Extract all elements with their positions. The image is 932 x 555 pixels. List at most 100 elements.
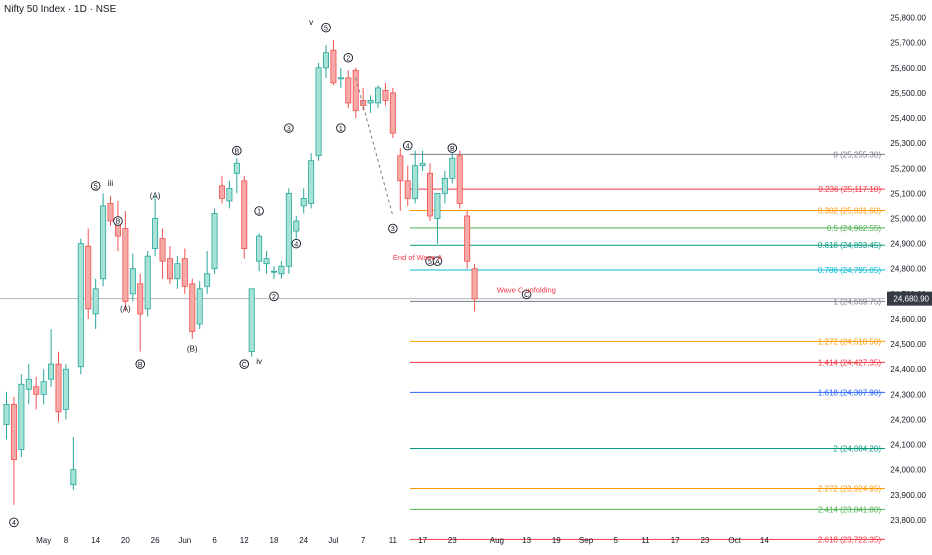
candle: [293, 215, 300, 239]
annotation-text: (B): [187, 345, 198, 354]
y-tick-label: 25,100.00: [890, 189, 926, 198]
fib-label-6: 1 (24,669.75): [833, 297, 881, 306]
candles: [3, 40, 478, 505]
wave-text: 5: [324, 25, 328, 32]
y-tick-label: 24,600.00: [890, 315, 926, 324]
y-tick-label: 25,200.00: [890, 164, 926, 173]
candle: [397, 148, 404, 211]
fib-label-0: 0 (25,255.30): [833, 150, 881, 159]
wave-circle: [284, 123, 294, 133]
candle-body: [337, 77, 344, 80]
candle: [248, 288, 255, 357]
candle: [70, 437, 77, 490]
candle: [196, 281, 203, 329]
candle: [278, 261, 285, 279]
candle-body: [92, 288, 99, 315]
candle: [144, 251, 151, 317]
candle-body: [77, 243, 84, 368]
candle-body: [315, 67, 322, 157]
wave-circle: [254, 206, 264, 216]
wave-text: B: [234, 148, 239, 155]
candle: [427, 163, 434, 221]
wave-text: B: [116, 219, 121, 226]
x-tick-label: 12: [240, 536, 249, 545]
candle-body: [159, 238, 166, 262]
candle-body: [367, 100, 374, 104]
y-tick-label: 25,400.00: [890, 114, 926, 123]
candle-body: [441, 177, 448, 194]
candle: [166, 246, 173, 284]
candle: [77, 238, 84, 375]
fib-label-7: 1.272 (24,510.50): [818, 337, 881, 346]
wave-label: B: [135, 359, 145, 369]
candle-body: [196, 288, 203, 325]
x-tick-label: 11: [641, 536, 650, 545]
wave-text: 1: [339, 126, 343, 133]
candle-body: [427, 172, 434, 217]
fib-label-13: 2.618 (23,722.35): [818, 535, 881, 544]
candle: [367, 95, 374, 113]
y-tick-label: 24,500.00: [890, 340, 926, 349]
candle: [62, 364, 69, 420]
candle-body: [85, 245, 92, 310]
candle: [107, 195, 114, 227]
candle-body: [248, 288, 255, 353]
candle-body: [166, 258, 173, 280]
candle: [374, 85, 381, 108]
y-tick-label: 23,800.00: [890, 516, 926, 525]
candle-body: [122, 228, 129, 302]
candle: [181, 248, 188, 294]
candle: [322, 45, 329, 78]
candle: [389, 87, 396, 139]
candle: [256, 233, 263, 272]
wave-label: 1: [254, 206, 264, 216]
candle: [382, 82, 389, 106]
x-tick-label: May: [36, 536, 51, 545]
x-tick-label: Sep: [579, 536, 594, 545]
wave-label: B: [447, 143, 458, 153]
candle: [211, 208, 218, 274]
candle-body: [137, 283, 144, 315]
candle-body: [204, 273, 211, 287]
wave-text: 5: [94, 184, 98, 191]
candle-body: [107, 203, 114, 222]
candle: [456, 150, 463, 209]
wave-circle: [9, 517, 19, 528]
wave-label: 5: [90, 181, 101, 191]
wave-circle: [521, 289, 532, 300]
candle-body: [449, 157, 456, 179]
wave-circle: [432, 256, 443, 266]
y-tick-label: 24,400.00: [890, 365, 926, 374]
wave-label: 1: [336, 123, 346, 133]
wave-text: 1: [257, 209, 261, 216]
x-tick-label: Aug: [490, 536, 504, 545]
candle-body: [270, 270, 277, 273]
y-tick-label: 25,600.00: [890, 64, 926, 73]
candle: [137, 273, 144, 352]
annotation-text: iv: [256, 357, 262, 366]
candle: [412, 150, 419, 204]
wave-circle: [336, 123, 346, 133]
candle-body: [389, 92, 396, 134]
fib-label-10: 2 (24,084.20): [833, 445, 881, 454]
candle-body: [18, 383, 25, 450]
wave-label: 4: [9, 517, 19, 528]
candle-body: [256, 235, 263, 262]
wave-label: 3: [388, 223, 398, 234]
fib-label-4: 0.618 (24,893.45): [818, 241, 881, 250]
candle: [48, 329, 55, 387]
x-tick-label: 14: [91, 536, 100, 545]
x-tick-label: 26: [151, 536, 160, 545]
wave-circle: [291, 238, 302, 249]
candle-body: [382, 89, 389, 101]
x-tick-label: 8: [64, 536, 69, 545]
candle-body: [456, 155, 463, 204]
wave-circle: [321, 22, 331, 33]
x-tick-label: 5: [614, 536, 619, 545]
candle-body: [345, 77, 352, 104]
wave-text: B: [450, 146, 455, 153]
candle-body: [144, 255, 151, 310]
candle-body: [40, 381, 47, 395]
